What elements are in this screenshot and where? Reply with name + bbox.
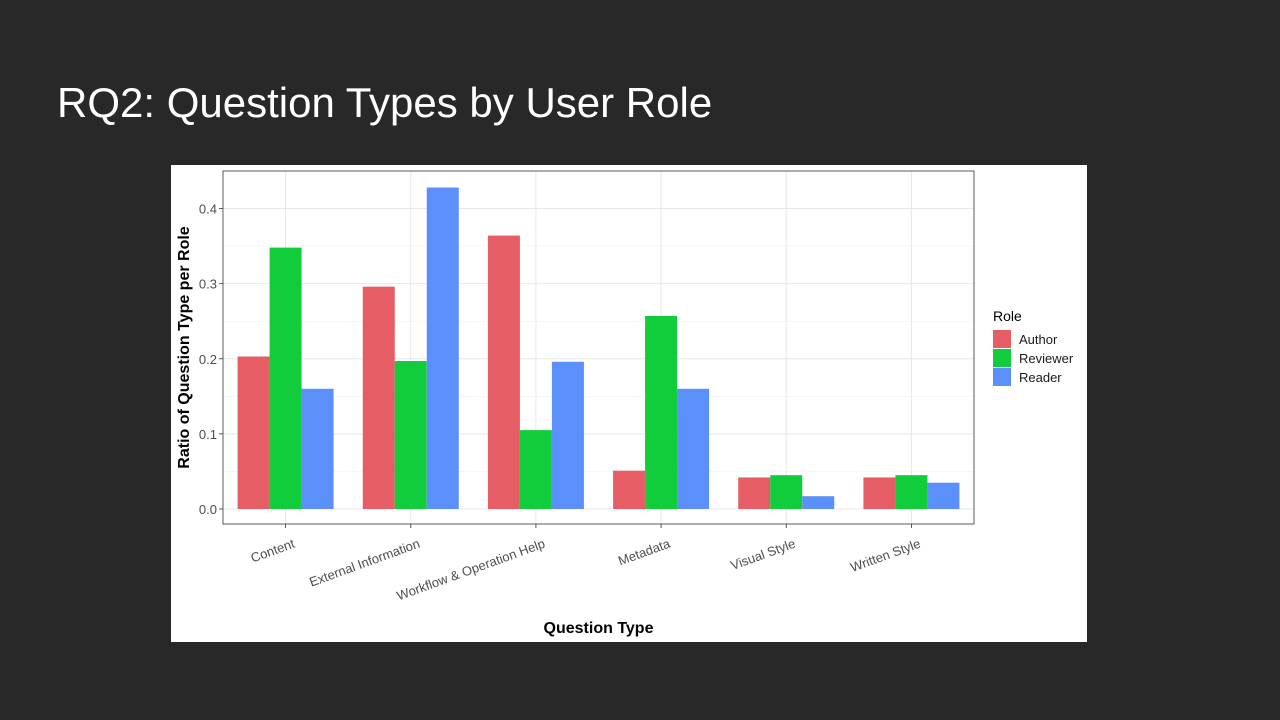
y-axis-title: Ratio of Question Type per Role bbox=[176, 226, 193, 468]
legend-swatch-reader bbox=[993, 368, 1011, 386]
legend-swatch-author bbox=[993, 330, 1011, 348]
plot-border bbox=[222, 170, 975, 525]
bar-reviewer-3 bbox=[645, 315, 678, 509]
bar-author-5 bbox=[863, 477, 896, 509]
bar-author-1 bbox=[362, 286, 395, 509]
bar-author-3 bbox=[613, 470, 646, 509]
y-tick-label: 0.4 bbox=[199, 202, 217, 217]
x-tick-label: Visual Style bbox=[729, 536, 798, 573]
y-tick-label: 0.2 bbox=[199, 352, 217, 367]
slide-title: RQ2: Question Types by User Role bbox=[57, 79, 713, 126]
chart-panel: 0.0 0.1 0.2 0.3 0.4 Content External Informati… bbox=[171, 165, 1087, 642]
bar-chart: 0.0 0.1 0.2 0.3 0.4 Content External Informati… bbox=[176, 170, 1074, 637]
bar-reader-4 bbox=[802, 496, 835, 509]
x-tick-label: Content bbox=[249, 536, 297, 566]
bar-reviewer-1 bbox=[394, 361, 427, 509]
bar-reader-0 bbox=[301, 388, 334, 509]
bar-reader-2 bbox=[551, 361, 584, 509]
x-axis-title: Question Type bbox=[544, 620, 654, 637]
bar-reviewer-5 bbox=[895, 475, 928, 509]
bar-author-4 bbox=[738, 477, 771, 509]
y-tick-label: 0.0 bbox=[199, 502, 217, 517]
x-tick-label: Metadata bbox=[616, 535, 673, 568]
bar-reviewer-4 bbox=[770, 475, 803, 509]
bar-reviewer-2 bbox=[519, 430, 552, 509]
legend-swatch-reviewer bbox=[993, 349, 1011, 367]
legend-title: Role bbox=[993, 308, 1022, 324]
x-tick-label: Written Style bbox=[848, 536, 922, 575]
bar-reader-5 bbox=[927, 482, 960, 509]
bar-reader-1 bbox=[426, 187, 459, 509]
legend-label-reader: Reader bbox=[1019, 370, 1062, 385]
y-tick-label: 0.3 bbox=[199, 277, 217, 292]
y-tick-label: 0.1 bbox=[199, 427, 217, 442]
bar-reviewer-0 bbox=[269, 247, 302, 509]
bar-author-0 bbox=[237, 356, 270, 509]
legend-label-author: Author bbox=[1019, 332, 1058, 347]
x-tick-label: External Information bbox=[307, 536, 421, 590]
legend-label-reviewer: Reviewer bbox=[1019, 351, 1074, 366]
bar-author-2 bbox=[487, 235, 520, 509]
bar-reader-3 bbox=[677, 388, 710, 509]
